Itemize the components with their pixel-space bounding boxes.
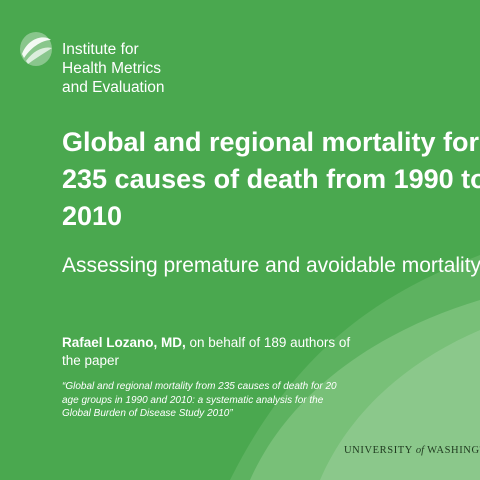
author-credit: Rafael Lozano, MD, on behalf of 189 auth… (62, 334, 352, 370)
title-line-2: 235 causes of death from 1990 to (62, 164, 480, 194)
slide-subtitle: Assessing premature and avoidable mortal… (62, 254, 480, 277)
logo-line-1: Institute for (62, 41, 139, 58)
ihme-leaf-icon (20, 32, 52, 66)
slide-title: Global and regional mortality for 235 ca… (62, 124, 480, 235)
uw-word-washington: WASHINGTON (427, 445, 480, 456)
logo-line-2: Health Metrics (62, 60, 162, 77)
title-line-1: Global and regional mortality for (62, 127, 480, 157)
university-of-washington-logo: UNIVERSITY of WASHINGTON (344, 445, 480, 456)
paper-citation: “Global and regional mortality from 235 … (62, 381, 337, 419)
author-name: Rafael Lozano, MD, (62, 335, 186, 350)
title-line-3: 2010 (62, 201, 123, 231)
author-affiliation: on behalf of 189 authors of the paper (62, 335, 351, 368)
ihme-logo-text: Institute for Health Metrics and Evaluat… (62, 40, 165, 97)
logo-line-3: and Evaluation (62, 79, 165, 96)
uw-word-of: of (415, 445, 425, 456)
uw-word-university: UNIVERSITY (344, 445, 413, 456)
